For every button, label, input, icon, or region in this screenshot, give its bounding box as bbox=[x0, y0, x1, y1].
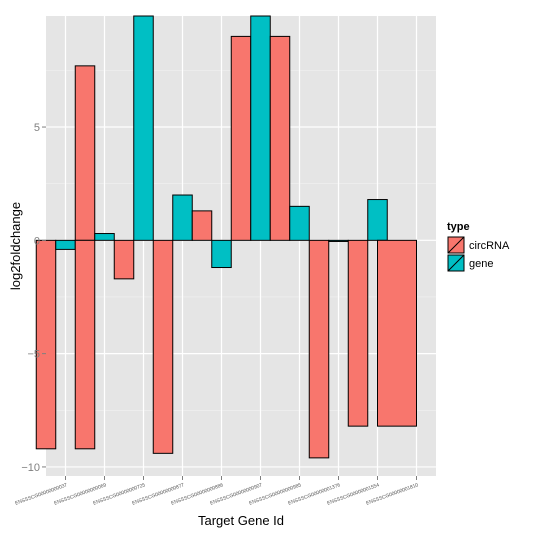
x-axis-title: Target Gene Id bbox=[198, 513, 284, 528]
legend-swatch-slash bbox=[447, 254, 465, 272]
legend-title: type bbox=[447, 221, 470, 233]
legend-swatch-slash bbox=[447, 236, 465, 254]
y-tick-label: 0 bbox=[34, 235, 40, 247]
legend: type circRNA gene bbox=[446, 221, 510, 273]
bar-circrna bbox=[35, 239, 57, 450]
bar-gene bbox=[250, 15, 271, 241]
bar-circrna bbox=[308, 239, 330, 459]
bar-circrna bbox=[191, 210, 213, 241]
legend-keys: circRNA gene bbox=[446, 235, 510, 273]
bar-circrna bbox=[152, 239, 174, 454]
y-tick-labels: −10 −5 0 5 bbox=[21, 122, 46, 474]
bar-circrna bbox=[74, 239, 96, 450]
legend-label: circRNA bbox=[469, 240, 510, 252]
bar-gene bbox=[328, 239, 349, 242]
bar-circrna bbox=[113, 239, 135, 280]
y-tick-label: 5 bbox=[34, 122, 40, 134]
bar-gene bbox=[289, 205, 310, 241]
bar-gene bbox=[172, 194, 193, 241]
bar-circrna bbox=[74, 65, 96, 241]
bar-gene bbox=[367, 199, 388, 241]
bar-circrna bbox=[269, 35, 291, 241]
y-axis-title: log2foldchange bbox=[8, 202, 23, 290]
bars-group bbox=[35, 15, 417, 459]
y-tick-label: −10 bbox=[21, 462, 40, 474]
legend-label: gene bbox=[469, 258, 493, 270]
x-tick-labels: ENSSSCG00000000037ENSSSCG00000000069ENSS… bbox=[14, 476, 419, 507]
bar-gene bbox=[94, 233, 115, 241]
bar-gene bbox=[133, 15, 154, 241]
y-tick-label: −5 bbox=[27, 349, 40, 361]
bar-circrna bbox=[230, 35, 252, 241]
bar-circrna bbox=[377, 239, 417, 427]
grid-major-lines bbox=[46, 16, 436, 476]
bar-circrna bbox=[347, 239, 369, 427]
bar-gene bbox=[211, 239, 232, 269]
bar-gene bbox=[55, 239, 76, 250]
